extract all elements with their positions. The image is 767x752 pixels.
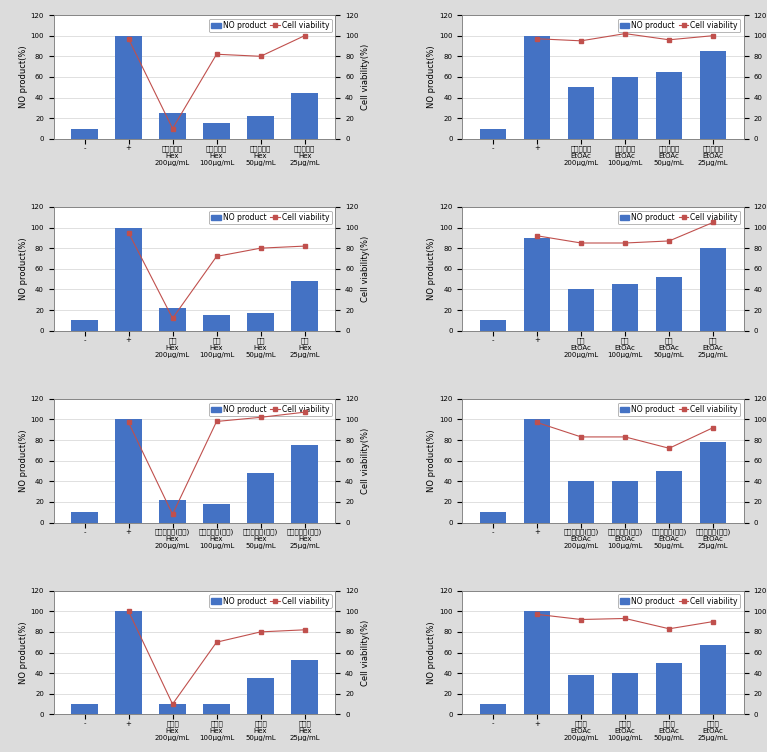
Bar	[700, 248, 726, 331]
Bar	[160, 500, 186, 523]
Bar	[248, 473, 274, 523]
Bar	[203, 504, 230, 523]
Bar	[524, 420, 550, 523]
Bar	[612, 284, 638, 331]
Bar	[248, 678, 274, 714]
Bar	[160, 113, 186, 139]
Bar	[700, 51, 726, 139]
Y-axis label: NO product(%): NO product(%)	[427, 621, 436, 684]
Bar	[524, 35, 550, 139]
Bar	[160, 308, 186, 331]
Bar	[248, 313, 274, 331]
Bar	[71, 704, 97, 714]
Bar	[115, 420, 142, 523]
Bar	[568, 481, 594, 523]
Bar	[291, 281, 318, 331]
Bar	[612, 77, 638, 139]
Bar	[568, 290, 594, 331]
Y-axis label: Cell viability(%): Cell viability(%)	[361, 620, 370, 686]
Bar	[656, 663, 683, 714]
Bar	[700, 442, 726, 523]
Bar	[203, 315, 230, 331]
Legend: NO product, Cell viability: NO product, Cell viability	[617, 19, 740, 32]
Bar	[115, 35, 142, 139]
Bar	[203, 123, 230, 139]
Bar	[568, 87, 594, 139]
Bar	[71, 129, 97, 139]
Y-axis label: NO product(%): NO product(%)	[18, 46, 28, 108]
Bar	[524, 611, 550, 714]
Bar	[700, 645, 726, 714]
Y-axis label: NO product(%): NO product(%)	[427, 429, 436, 492]
Legend: NO product, Cell viability: NO product, Cell viability	[209, 211, 331, 224]
Bar	[656, 71, 683, 139]
Bar	[248, 116, 274, 139]
Legend: NO product, Cell viability: NO product, Cell viability	[209, 594, 331, 608]
Bar	[656, 277, 683, 331]
Bar	[115, 611, 142, 714]
Bar	[480, 704, 506, 714]
Y-axis label: NO product(%): NO product(%)	[18, 429, 28, 492]
Bar	[291, 93, 318, 139]
Bar	[524, 238, 550, 331]
Bar	[160, 704, 186, 714]
Bar	[568, 675, 594, 714]
Bar	[115, 228, 142, 331]
Legend: NO product, Cell viability: NO product, Cell viability	[209, 402, 331, 416]
Bar	[71, 512, 97, 523]
Y-axis label: Cell viability(%): Cell viability(%)	[361, 44, 370, 110]
Legend: NO product, Cell viability: NO product, Cell viability	[617, 211, 740, 224]
Y-axis label: NO product(%): NO product(%)	[18, 621, 28, 684]
Bar	[612, 673, 638, 714]
Y-axis label: NO product(%): NO product(%)	[427, 238, 436, 300]
Legend: NO product, Cell viability: NO product, Cell viability	[617, 402, 740, 416]
Bar	[203, 704, 230, 714]
Y-axis label: Cell viability(%): Cell viability(%)	[361, 235, 370, 302]
Bar	[480, 512, 506, 523]
Legend: NO product, Cell viability: NO product, Cell viability	[209, 19, 331, 32]
Bar	[480, 129, 506, 139]
Bar	[612, 481, 638, 523]
Y-axis label: Cell viability(%): Cell viability(%)	[361, 428, 370, 494]
Legend: NO product, Cell viability: NO product, Cell viability	[617, 594, 740, 608]
Bar	[291, 660, 318, 714]
Bar	[291, 445, 318, 523]
Bar	[480, 320, 506, 331]
Bar	[656, 471, 683, 523]
Y-axis label: NO product(%): NO product(%)	[18, 238, 28, 300]
Bar	[71, 320, 97, 331]
Y-axis label: NO product(%): NO product(%)	[427, 46, 436, 108]
